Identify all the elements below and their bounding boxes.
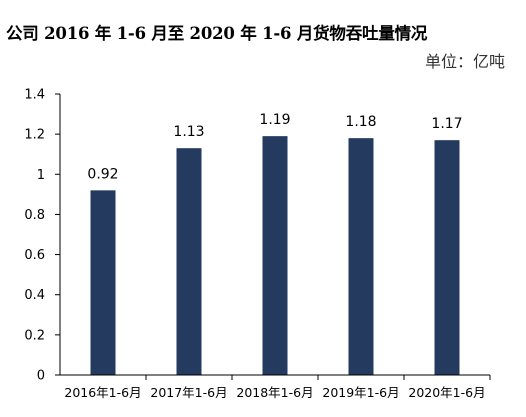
data-label: 0.92 — [87, 166, 118, 182]
chart-title: 公司 2016 年 1-6 月至 2020 年 1-6 月货物吞吐量情况 — [6, 24, 428, 43]
x-category-label: 2017年1-6月 — [150, 385, 227, 400]
y-tick-label: 0 — [37, 369, 45, 384]
y-tick-label: 1.2 — [24, 128, 45, 143]
x-category-label: 2019年1-6月 — [322, 385, 399, 400]
y-tick-label: 0.8 — [24, 208, 45, 223]
bar — [434, 140, 460, 375]
y-tick-label: 1.4 — [24, 88, 45, 103]
y-tick-label: 0.6 — [24, 248, 45, 263]
bar — [176, 148, 202, 375]
data-label: 1.18 — [345, 114, 376, 130]
bar — [348, 138, 374, 375]
y-tick-label: 0.4 — [24, 288, 45, 303]
bar — [262, 136, 288, 375]
data-label: 1.19 — [259, 112, 290, 128]
y-tick-label: 1 — [37, 168, 45, 183]
y-tick-label: 0.2 — [24, 328, 45, 343]
x-category-label: 2020年1-6月 — [408, 385, 485, 400]
bar — [90, 190, 116, 375]
data-label: 1.13 — [173, 124, 204, 140]
x-category-label: 2018年1-6月 — [236, 385, 313, 400]
data-label: 1.17 — [431, 116, 462, 132]
x-category-label: 2016年1-6月 — [64, 385, 141, 400]
unit-label: 单位：亿吨 — [424, 52, 505, 71]
